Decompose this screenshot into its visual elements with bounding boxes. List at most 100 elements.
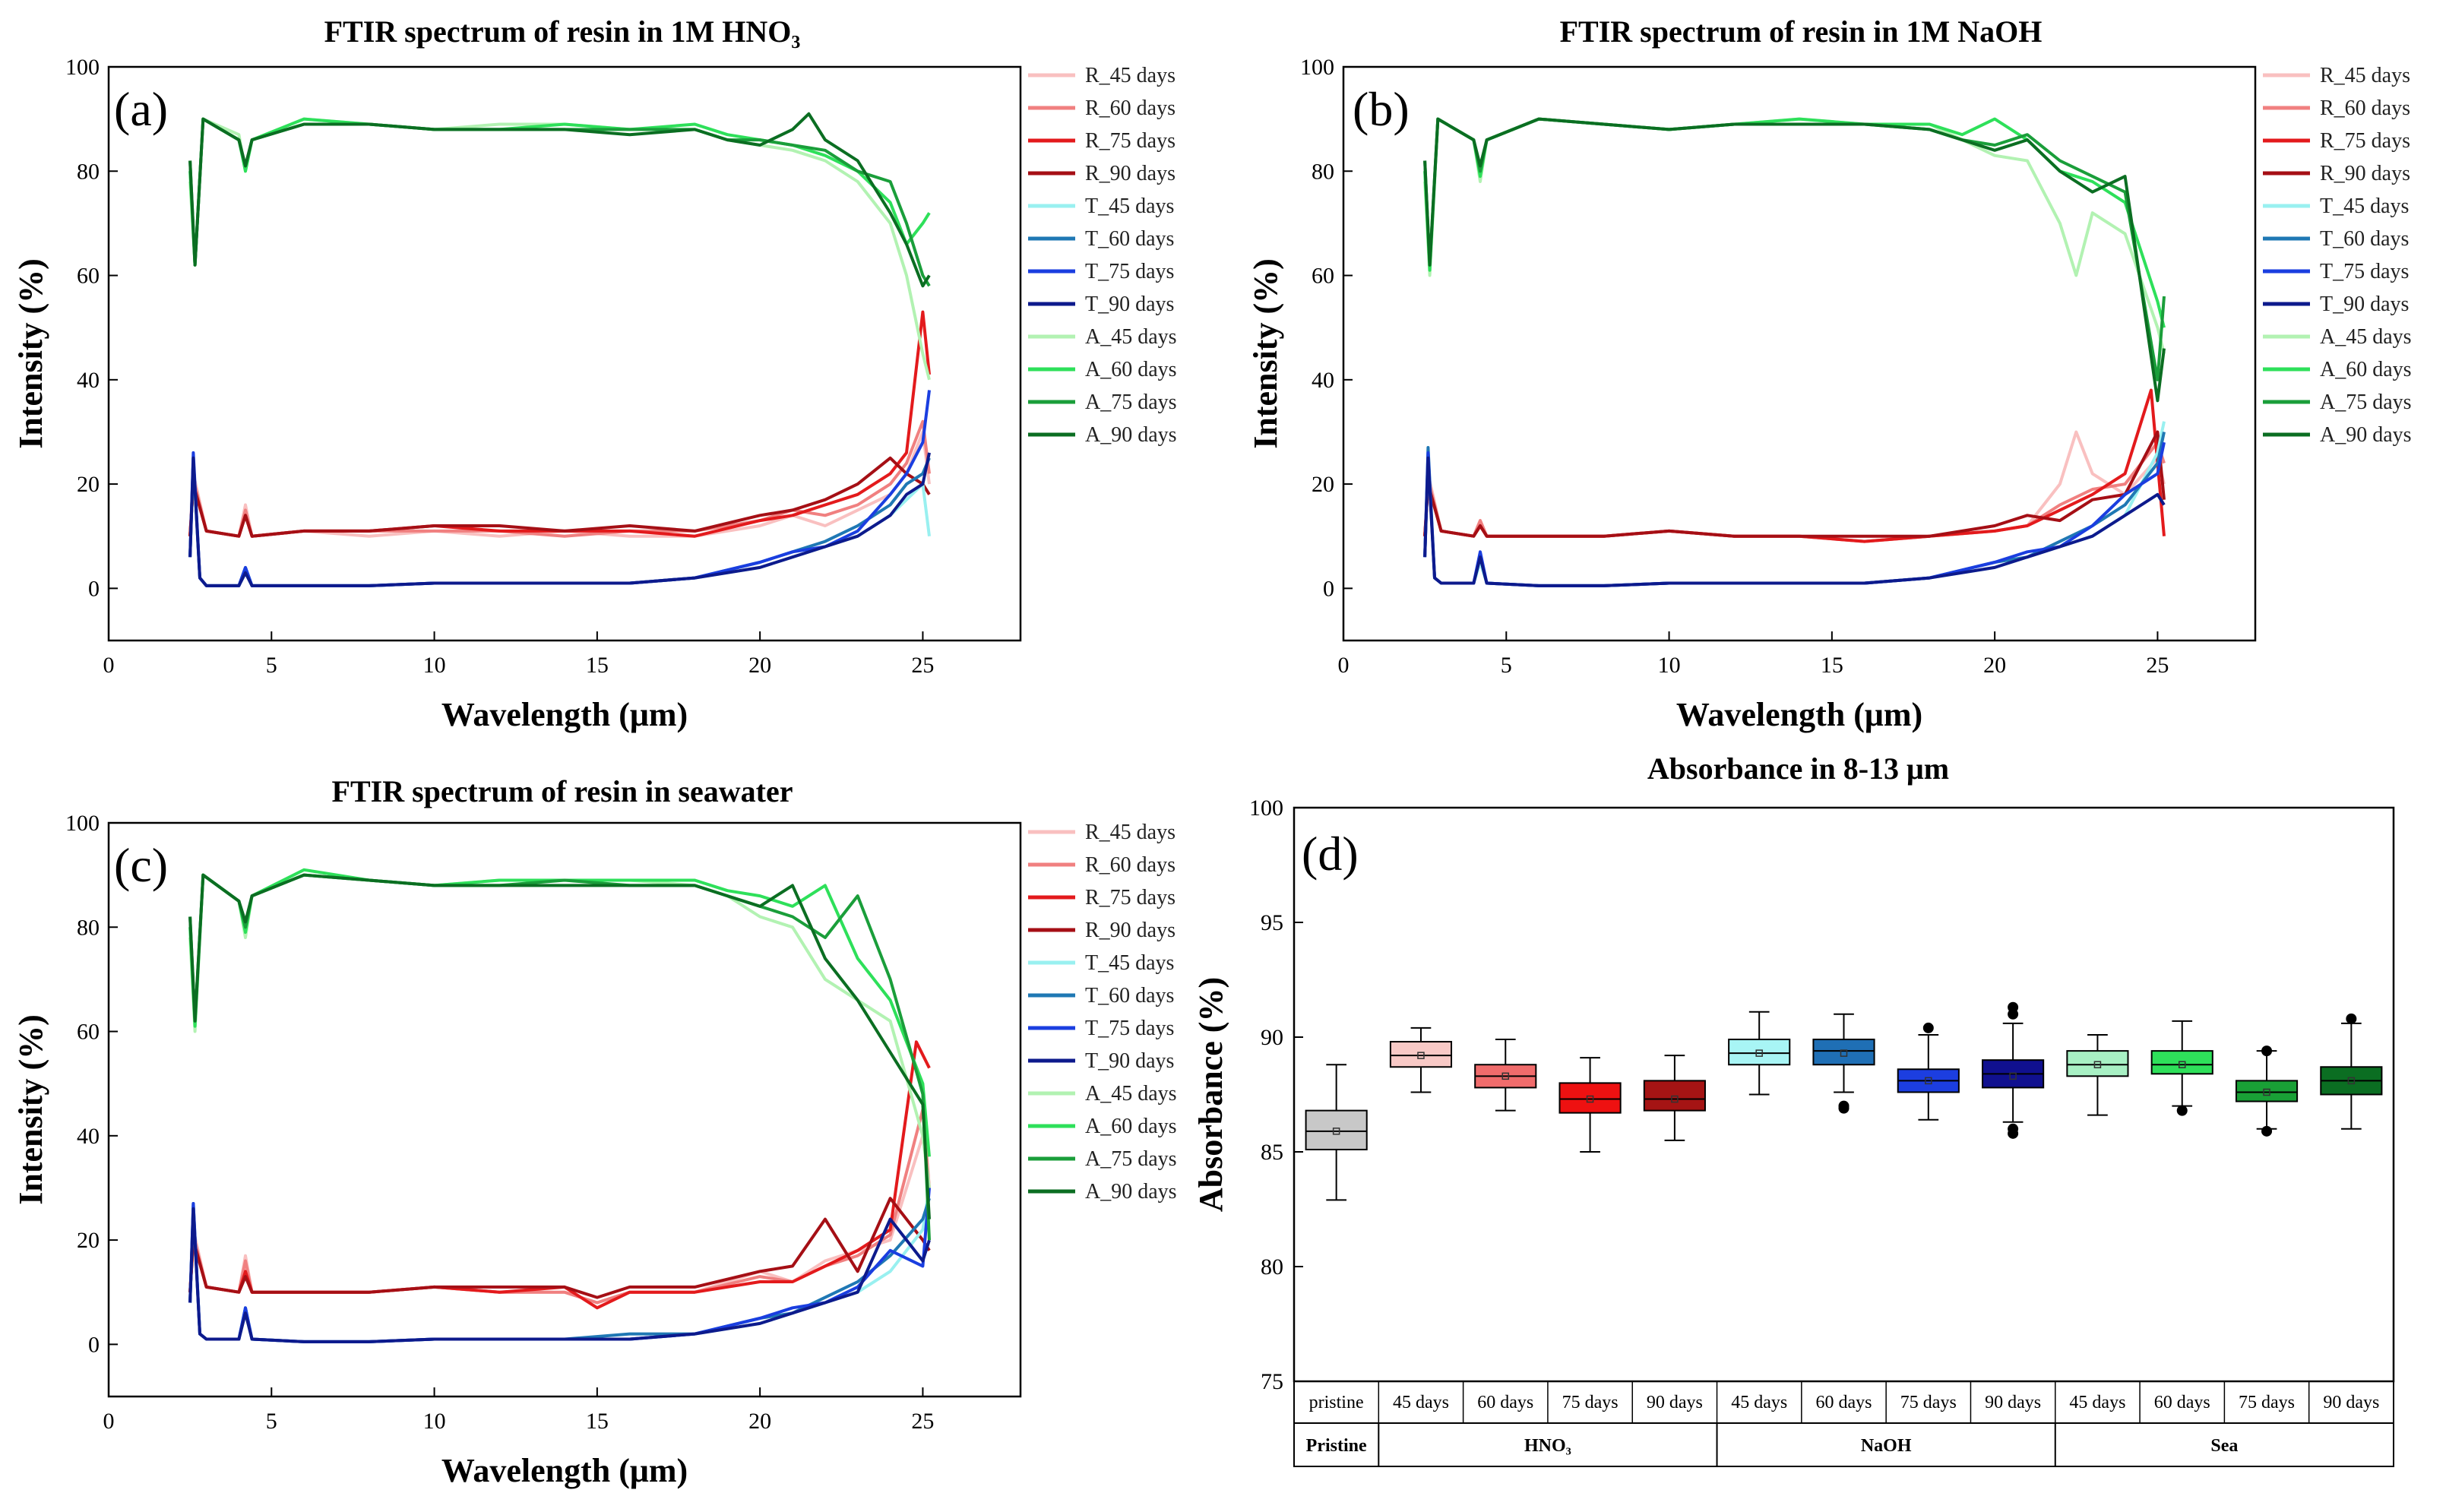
box-iqr — [1305, 1109, 1368, 1150]
series-line-a_75-days — [188, 873, 931, 1241]
series-line-r_90-days — [188, 456, 931, 538]
legend-entry: T_90 days — [1085, 1049, 1174, 1073]
legend-entry: T_45 days — [1085, 195, 1174, 218]
legend-entry: A_75 days — [1085, 1147, 1177, 1171]
panel-a: 0 5 10 15 20 25 0 20 40 60 80 100 FTIR spectrum of r… — [12, 14, 1177, 733]
box-mean-marker — [2178, 1061, 2186, 1068]
legend-entry: A_45 days — [1085, 325, 1177, 349]
y-tick-label: 40 — [1312, 368, 1334, 393]
series-line-a_60-days — [1423, 117, 2166, 328]
category-label: 45 days — [1393, 1393, 1449, 1412]
box-mean-marker — [2347, 1077, 2356, 1085]
y-tick-label: 60 — [1312, 264, 1334, 289]
category-label: 45 days — [1731, 1393, 1787, 1412]
series-line-r_90-days — [1423, 430, 2166, 538]
group-label: Pristine — [1306, 1436, 1367, 1456]
y-tick-label: 60 — [77, 1020, 100, 1045]
box-iqr — [1558, 1082, 1622, 1114]
plot-frame — [1342, 65, 2257, 642]
y-tick-label: 100 — [1249, 796, 1283, 821]
x-tick-label: 25 — [911, 653, 934, 678]
y-tick-label: 95 — [1261, 910, 1283, 935]
legend-entry: R_45 days — [1085, 821, 1176, 844]
box-outlier — [2261, 1125, 2273, 1137]
legend-entry: R_60 days — [1085, 96, 1176, 120]
y-tick-label: 85 — [1261, 1140, 1283, 1165]
legend-entry: T_45 days — [1085, 951, 1174, 975]
panel-label: (b) — [1353, 82, 1410, 136]
box-mean-marker — [1671, 1095, 1679, 1103]
legend-entry: T_60 days — [1085, 984, 1174, 1007]
x-tick-label: 0 — [103, 1409, 115, 1434]
box-iqr — [2235, 1080, 2299, 1102]
y-tick-label: 20 — [77, 472, 100, 497]
legend-entry: A_60 days — [1085, 358, 1177, 381]
box-12 — [2235, 1045, 2299, 1137]
legend-entry: A_75 days — [2320, 391, 2412, 414]
y-tick-label: 80 — [77, 915, 100, 940]
series-line-t_45-days — [1423, 421, 2166, 587]
y-tick-label: 40 — [77, 1124, 100, 1149]
legend-entry: R_90 days — [1085, 919, 1176, 942]
x-tick-label: 10 — [423, 653, 446, 678]
legend-entry: A_90 days — [1085, 1180, 1177, 1204]
series-line-a_60-days — [188, 868, 931, 1157]
x-tick-label: 0 — [103, 653, 115, 678]
y-tick-label: 40 — [77, 368, 100, 393]
series-line-a_75-days — [1423, 117, 2166, 381]
box-iqr — [1389, 1041, 1453, 1068]
x-tick-label: 20 — [748, 653, 771, 678]
legend-entry: T_45 days — [2320, 195, 2409, 218]
legend: R_45 days R_60 days R_75 days R_90 days T_45… — [2263, 64, 2412, 447]
group-label: Sea — [2210, 1436, 2238, 1456]
category-label: 75 days — [1562, 1393, 1619, 1412]
series-line-a_90-days — [1423, 117, 2166, 403]
legend: R_45 days R_60 days R_75 days R_90 days T_45… — [1028, 821, 1177, 1204]
y-axis-label: Intensity (%) — [12, 258, 49, 449]
category-label: 90 days — [2323, 1393, 2379, 1412]
legend-entry: A_45 days — [2320, 325, 2412, 349]
box-outlier — [2346, 1013, 2357, 1024]
series-line-t_75-days — [188, 390, 931, 587]
legend-entry: R_60 days — [2320, 96, 2410, 120]
y-tick-label: 80 — [1261, 1254, 1283, 1280]
box-mean-marker — [1332, 1128, 1340, 1135]
box-iqr — [1728, 1039, 1791, 1066]
box-13 — [2320, 1013, 2383, 1130]
legend-entry: R_75 days — [1085, 129, 1176, 153]
panel-label: (c) — [114, 838, 168, 892]
legend-entry: T_75 days — [1085, 1017, 1174, 1040]
box-11 — [2150, 1020, 2213, 1116]
category-label: 75 days — [1900, 1393, 1957, 1412]
x-tick-label: 10 — [423, 1409, 446, 1434]
chart-title: FTIR spectrum of resin in seawater — [332, 774, 793, 808]
x-tick-label: 15 — [1821, 653, 1843, 678]
box-1 — [1305, 1064, 1368, 1201]
series-line-a_45-days — [188, 117, 931, 381]
legend-entry: T_60 days — [1085, 227, 1174, 251]
legend-entry: A_75 days — [1085, 391, 1177, 414]
y-tick-label: 0 — [88, 576, 100, 601]
x-axis-label: Wavelength (μm) — [1676, 696, 1922, 733]
legend-entry: T_90 days — [2320, 293, 2409, 316]
box-9 — [1982, 1001, 2045, 1139]
y-axis-label: Intensity (%) — [1247, 258, 1284, 449]
box-mean-marker — [2263, 1088, 2270, 1096]
y-tick-label: 20 — [77, 1228, 100, 1253]
x-tick-label: 15 — [586, 653, 609, 678]
box-10 — [2066, 1033, 2129, 1116]
box-iqr — [1812, 1039, 1875, 1066]
series-line-r_75-days — [188, 1040, 931, 1310]
x-tick-label: 25 — [2146, 653, 2169, 678]
box-6 — [1728, 1011, 1791, 1096]
x-tick-label: 25 — [911, 1409, 934, 1434]
panel-label: (d) — [1302, 827, 1359, 881]
y-tick-label: 80 — [77, 159, 100, 184]
series-line-t_90-days — [188, 452, 931, 587]
box-mean-marker — [1925, 1077, 1932, 1085]
series-line-a_90-days — [188, 873, 931, 1219]
category-label: 90 days — [1647, 1393, 1703, 1412]
legend-entry: T_75 days — [1085, 260, 1174, 283]
series-line-r_60-days — [188, 1108, 931, 1305]
